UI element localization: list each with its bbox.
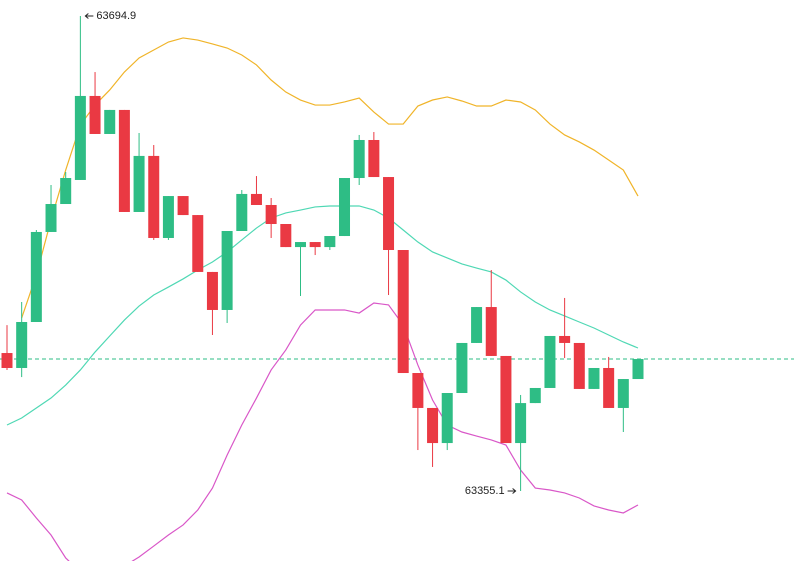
candle-body: [250, 193, 262, 205]
candle-body: [309, 242, 321, 248]
candle-body: [544, 335, 556, 388]
candle-body: [632, 359, 644, 380]
candle-body: [162, 196, 174, 238]
candle-body: [427, 407, 439, 444]
candle-body: [30, 231, 42, 322]
candle-body: [104, 109, 116, 134]
candle-body: [515, 403, 527, 444]
candle-body: [485, 307, 497, 356]
candle-body: [441, 393, 453, 444]
candle-body: [294, 242, 306, 248]
candle-body: [559, 335, 571, 343]
candle-body: [206, 271, 218, 310]
candle-body: [500, 355, 512, 444]
candle-body: [617, 379, 629, 408]
candle-body: [74, 95, 86, 180]
band-line: [6, 302, 639, 561]
annotation-arrow: [84, 13, 94, 19]
candle-body: [192, 215, 204, 272]
candle-body: [89, 95, 101, 134]
candle-body: [45, 204, 57, 232]
candle-body: [177, 196, 189, 216]
candle-body: [383, 177, 395, 251]
candle-body: [456, 342, 468, 394]
candle-body: [353, 139, 365, 179]
candle-body: [573, 342, 585, 389]
low-annotation: 63355.1: [465, 485, 505, 497]
candle-body: [603, 367, 615, 408]
candle-body: [397, 250, 409, 374]
candle-body: [221, 230, 233, 310]
candle-body: [16, 321, 28, 368]
candle-body: [412, 373, 424, 408]
high-annotation: 63694.9: [96, 10, 136, 22]
candle-body: [280, 224, 292, 248]
candle-body: [588, 367, 600, 389]
band-line: [21, 37, 639, 319]
candle-body: [324, 236, 336, 248]
candle-body: [265, 204, 277, 225]
candle-body: [133, 155, 145, 212]
annotation-arrow: [507, 488, 517, 494]
candle-body: [60, 178, 72, 205]
candle-body: [368, 139, 380, 178]
candle-body: [471, 307, 483, 343]
candle-body: [339, 178, 351, 237]
candle-body: [236, 193, 248, 231]
candle-body: [118, 109, 130, 212]
candle-body: [148, 155, 160, 238]
band-line: [6, 205, 639, 426]
candle-body: [529, 387, 541, 404]
candle-body: [1, 353, 13, 368]
